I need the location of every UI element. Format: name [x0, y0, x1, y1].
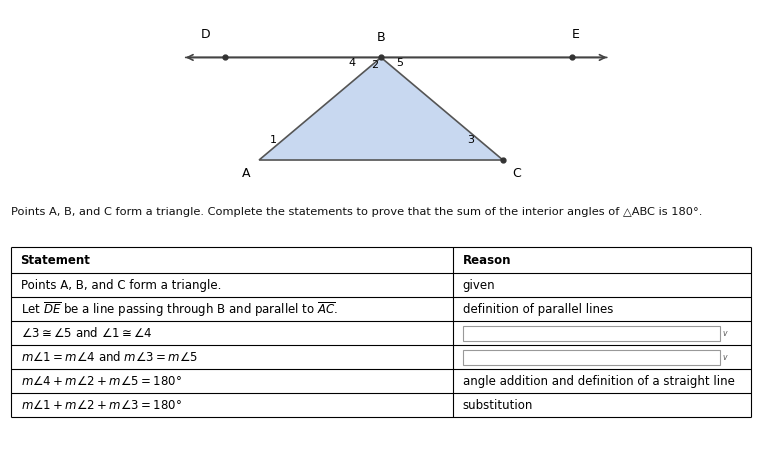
Text: $m\angle 1 = m\angle 4$ and $m\angle 3 = m\angle 5$: $m\angle 1 = m\angle 4$ and $m\angle 3 =…	[21, 350, 197, 364]
Bar	[463, 350, 720, 365]
Text: v: v	[722, 329, 727, 338]
Text: v: v	[722, 353, 727, 362]
Polygon shape	[259, 58, 503, 160]
Text: definition of parallel lines: definition of parallel lines	[463, 303, 613, 316]
Text: Points A, B, and C form a triangle.: Points A, B, and C form a triangle.	[21, 279, 221, 292]
Text: 3: 3	[467, 135, 474, 145]
Text: 1: 1	[270, 135, 277, 145]
Text: A: A	[242, 167, 250, 180]
Text: E: E	[572, 28, 579, 41]
Text: $m\angle 4 + m\angle 2 + m\angle 5 = 180°$: $m\angle 4 + m\angle 2 + m\angle 5 = 180…	[21, 375, 181, 388]
Text: 4: 4	[348, 58, 355, 68]
Text: $m\angle 1 + m\angle 2 + m\angle 3 = 180°$: $m\angle 1 + m\angle 2 + m\angle 3 = 180…	[21, 399, 181, 412]
Text: Statement: Statement	[21, 254, 91, 267]
Text: given: given	[463, 279, 495, 292]
Text: substitution: substitution	[463, 399, 533, 412]
Text: 5: 5	[396, 58, 403, 68]
Text: $\angle 3 \cong \angle 5$ and $\angle 1 \cong \angle 4$: $\angle 3 \cong \angle 5$ and $\angle 1 …	[21, 326, 152, 340]
Text: B: B	[376, 31, 386, 44]
Text: Reason: Reason	[463, 254, 511, 267]
Text: D: D	[201, 28, 210, 41]
Text: 2: 2	[371, 60, 379, 70]
Text: C: C	[512, 167, 520, 180]
Text: angle addition and definition of a straight line: angle addition and definition of a strai…	[463, 375, 735, 388]
Text: Points A, B, and C form a triangle. Complete the statements to prove that the su: Points A, B, and C form a triangle. Comp…	[11, 207, 703, 217]
Text: Let $\overline{DE}$ be a line passing through B and parallel to $\overline{AC}$.: Let $\overline{DE}$ be a line passing th…	[21, 300, 338, 319]
Bar	[463, 326, 720, 341]
